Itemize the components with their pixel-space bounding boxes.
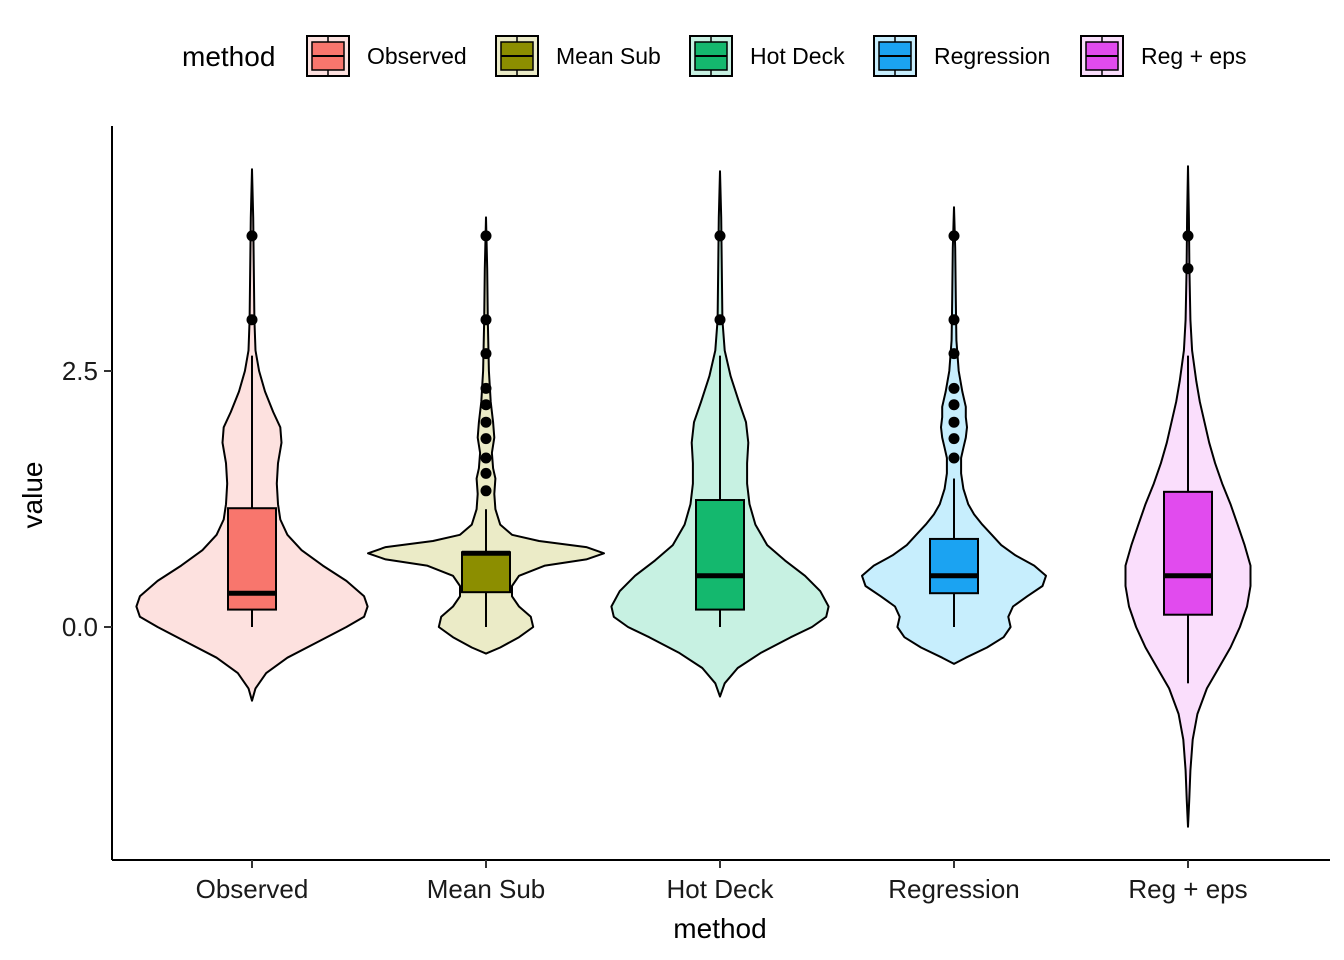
outlier-point — [480, 314, 492, 326]
outlier-point — [1182, 263, 1194, 275]
box — [695, 499, 745, 611]
legend-label: Hot Deck — [750, 43, 845, 69]
outlier-point — [714, 230, 726, 242]
outlier-point — [948, 433, 960, 445]
outlier-point — [480, 416, 492, 428]
x-tick-label: Reg + eps — [1128, 874, 1247, 904]
legend-key — [689, 35, 733, 77]
outlier-point — [480, 485, 492, 497]
legend-title: method — [182, 41, 275, 72]
legend-label: Observed — [367, 43, 467, 69]
x-tick-label: Hot Deck — [667, 874, 775, 904]
violin-group — [367, 216, 605, 655]
violin-group — [861, 206, 1047, 665]
y-axis-title: value — [17, 462, 48, 529]
x-tick-label: Observed — [196, 874, 309, 904]
outlier-point — [714, 314, 726, 326]
outlier-point — [948, 348, 960, 360]
violin-group — [135, 168, 369, 702]
x-tick-label: Mean Sub — [427, 874, 546, 904]
outlier-point — [948, 399, 960, 411]
y-tick-label: 0.0 — [62, 612, 98, 642]
y-tick-label: 2.5 — [62, 356, 98, 386]
outlier-point — [480, 467, 492, 479]
outlier-point — [480, 230, 492, 242]
x-axis-title: method — [673, 913, 766, 944]
outlier-point — [246, 230, 258, 242]
outlier-point — [246, 314, 258, 326]
outlier-point — [948, 314, 960, 326]
legend-label: Reg + eps — [1141, 43, 1247, 69]
outlier-point — [948, 416, 960, 428]
outlier-point — [480, 433, 492, 445]
legend-label: Mean Sub — [556, 43, 661, 69]
box — [929, 537, 979, 595]
outlier-point — [480, 382, 492, 394]
outlier-point — [1182, 230, 1194, 242]
legend-key — [1080, 35, 1124, 77]
outlier-point — [480, 348, 492, 360]
violin-group — [1124, 165, 1252, 828]
outlier-point — [948, 452, 960, 464]
violins — [135, 165, 1252, 828]
box — [461, 551, 511, 594]
box — [1163, 490, 1213, 616]
violin-group — [610, 170, 830, 698]
x-tick-label: Regression — [888, 874, 1020, 904]
outlier-point — [480, 452, 492, 464]
legend-key — [306, 35, 350, 77]
outlier-point — [480, 399, 492, 411]
outlier-point — [948, 382, 960, 394]
legend-key — [495, 35, 539, 77]
outlier-point — [948, 230, 960, 242]
legend-key — [873, 35, 917, 77]
legend: method Observed Mean Sub Hot Deck Regressio… — [182, 35, 1247, 77]
legend-label: Regression — [934, 43, 1050, 69]
axes: 0.0 2.5 Observed Mean Sub Hot Deck Regression… — [62, 126, 1330, 904]
